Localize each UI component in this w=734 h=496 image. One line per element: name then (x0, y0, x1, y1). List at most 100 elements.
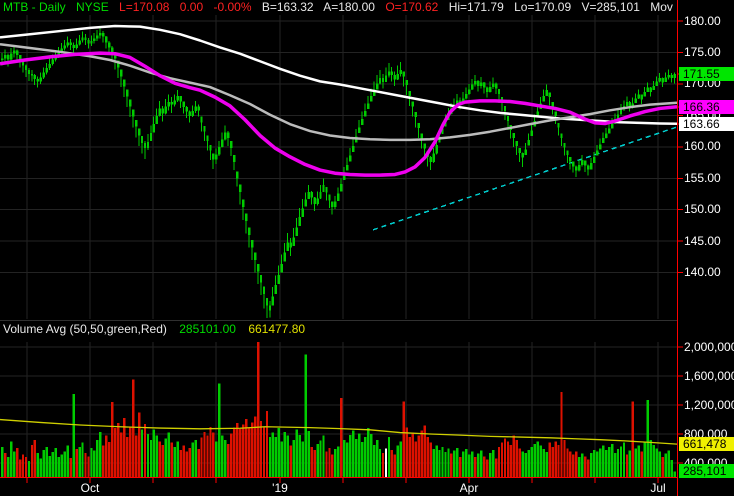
exchange-label: NYSE (76, 0, 109, 14)
volume-bar (1, 447, 4, 477)
candle-body (18, 54, 22, 61)
candle-body (619, 109, 623, 115)
candle-body (253, 252, 257, 261)
candle-body (607, 128, 611, 134)
candle-body (265, 297, 269, 306)
volume-bar (18, 459, 22, 477)
volume-bar (212, 432, 215, 477)
candle-body (12, 50, 16, 54)
candle-body (268, 305, 272, 311)
volume-bar (244, 418, 248, 477)
candle-body (239, 184, 242, 193)
candle-body (518, 148, 522, 154)
volume-bar (512, 435, 516, 477)
volume-bar (340, 397, 343, 477)
volume-bar (503, 438, 507, 477)
volume-bar (575, 451, 578, 477)
volume-bar (610, 444, 614, 477)
candle-body (173, 100, 176, 105)
volume-axis-label: 2,000,000 (684, 339, 734, 354)
volume-bar (465, 449, 468, 477)
volume-bar (137, 412, 141, 477)
candle-body (474, 80, 477, 85)
candle-body (27, 70, 31, 74)
volume-bar (45, 447, 49, 477)
candle-body (563, 143, 566, 148)
volume-bar (384, 448, 388, 477)
volume-bar (72, 394, 75, 477)
volume-bar (182, 445, 185, 477)
ask-label: A=180.00 (323, 0, 375, 14)
candle-body (93, 38, 96, 42)
volume-bar (584, 456, 587, 477)
volume-bar (114, 428, 117, 477)
volume-bar (459, 457, 462, 477)
volume-bar (117, 423, 120, 477)
candle-body (185, 107, 188, 112)
candle-body (215, 154, 218, 160)
volume-bar (563, 439, 566, 477)
volume-bar (334, 449, 337, 477)
candle-body (503, 105, 507, 111)
volume-bar (6, 457, 10, 477)
volume-bar (301, 441, 304, 477)
high-label: Hi=171.79 (448, 0, 504, 14)
candle-body (188, 111, 191, 116)
volume-bar (227, 444, 230, 477)
candle-body (45, 68, 49, 73)
volume-bar (527, 449, 530, 477)
candle-body (114, 52, 117, 59)
candle-body (610, 123, 614, 129)
volume-bar (387, 436, 391, 477)
candle-body (224, 132, 227, 140)
volume-avg-label: Volume Avg (50,50,green,Red) (3, 322, 167, 336)
volume-bar (283, 431, 287, 477)
candle-body (429, 156, 432, 162)
moving-averages-layer (0, 24, 678, 177)
candle-body (289, 242, 292, 248)
volume-bar (48, 455, 51, 477)
candle-body (527, 139, 530, 146)
volume-bar (375, 439, 379, 477)
candle-body (616, 114, 620, 120)
candle-body (596, 150, 599, 156)
volume-bar (30, 444, 34, 477)
volume-bar (75, 449, 78, 477)
candle-body (191, 110, 194, 116)
volume-bar (378, 449, 382, 477)
volume-bar (331, 454, 334, 477)
candle-body (99, 32, 102, 36)
candle-body (21, 60, 25, 66)
candle-body (560, 133, 563, 138)
volume-bar (468, 454, 471, 477)
candle-body (497, 88, 501, 94)
volume-bar (69, 457, 72, 477)
price-axis-label: 180.00 (684, 13, 721, 28)
volume-bar (280, 441, 284, 477)
volume-bar (51, 452, 54, 477)
volume-bar (96, 439, 99, 477)
candle-body (310, 192, 313, 198)
volume-bar (587, 459, 590, 477)
volume-bar (438, 449, 441, 477)
volume-bar (369, 434, 373, 477)
volume-bar (521, 451, 525, 477)
volume-bar (601, 445, 605, 477)
volume-bar (536, 441, 539, 477)
volume-axis-badge: 285,101 (679, 464, 734, 479)
volume-bar (102, 445, 105, 477)
volume-bar (566, 448, 569, 477)
volume-bar (590, 452, 593, 477)
bid-label: B=163.32 (261, 0, 314, 14)
volume-bar (477, 453, 480, 477)
volume-bar (411, 432, 414, 477)
candle-body (274, 285, 278, 294)
volume-bar (325, 451, 328, 477)
candle-body (420, 133, 423, 139)
candle-body (479, 82, 483, 86)
candle-body (236, 171, 239, 179)
volume-bar (346, 442, 349, 477)
candle-body (203, 126, 206, 132)
volume-bar (87, 456, 90, 477)
